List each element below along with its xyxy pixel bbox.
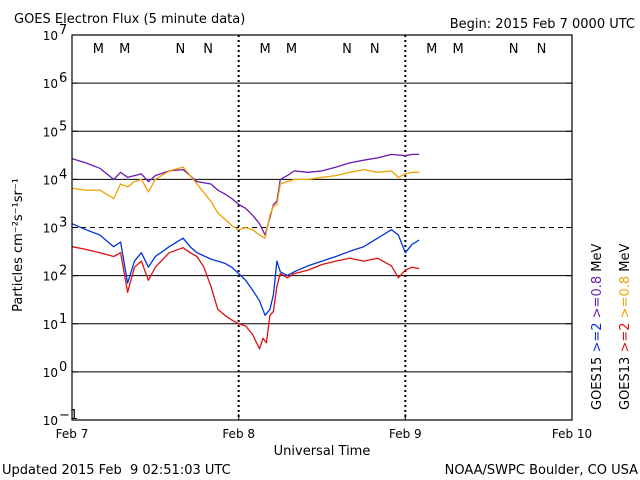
series-line--2-mev-goes15 [71,223,420,316]
y-tick-label: 10 [43,414,58,428]
marker-m-goes15: M [119,42,130,57]
marker-m-goes15: M [286,42,297,57]
marker-m-goes15: M [453,42,464,57]
series-lines [71,153,420,350]
series-line--0-8-mev-goes13 [71,166,420,239]
marker-m-goes13: M [259,42,270,57]
marker-n-goes13: N [342,42,352,57]
y-tick-exponent: 0 [59,360,67,375]
y-tick-label: 10 [43,366,58,380]
series-line--2-mev-goes13 [71,246,420,350]
marker-n-goes13: N [175,42,185,57]
y-tick-label: 10 [43,222,58,236]
legend-entry: GOES15 [590,357,605,410]
y-tick-exponent: 5 [59,119,67,134]
legend-entry: >=0.8 [590,276,605,323]
y-tick-exponent: 6 [59,71,67,86]
marker-m-goes13: M [426,42,437,57]
series-line--0-8-mev-goes15 [71,153,420,236]
legend-row: GOES15 >=2 >=0.8 MeV [590,244,605,410]
marker-m-goes13: M [93,42,104,57]
x-tick-labels: Feb 7 Feb 8 Feb 9 Feb 10 [56,414,592,441]
day-dividers [237,35,407,420]
y-tick-exponent: 4 [59,167,67,182]
legend-entry: MeV [618,244,633,276]
marker-n-goes13: N [509,42,519,57]
marker-n-goes15: N [370,42,380,57]
x-tick-label: Feb 9 [389,427,422,441]
y-tick-label: 10 [43,29,58,43]
legend-entry: >=2 [590,322,605,356]
y-tick-label: 10 [43,173,58,187]
y-tick-exponent: 1 [59,312,67,327]
y-tick-exponent: 3 [59,216,67,231]
x-tick-label: Feb 7 [56,427,89,441]
legend-entry: GOES13 [618,357,633,410]
marker-n-goes15: N [203,42,213,57]
y-tick-exponent: 2 [59,264,67,279]
y-tick-label: 10 [43,125,58,139]
y-tick-exponent: −1 [59,408,78,423]
marker-n-goes15: N [537,42,547,57]
chart-title: GOES Electron Flux (5 minute data) [14,12,245,27]
x-axis-label: Universal Time [274,444,371,459]
begin-label: Begin: 2015 Feb 7 0000 UTC [450,17,635,32]
legend-row: GOES13 >=2 >=0.8 MeV [618,244,633,410]
footer-credit: NOAA/SWPC Boulder, CO USA [445,463,638,478]
y-tick-exponent: 7 [59,23,67,38]
legend-entry: >=0.8 [618,276,633,323]
x-tick-label: Feb 10 [552,427,592,441]
y-tick-label: 10 [43,77,58,91]
y-tick-label: 10 [43,318,58,332]
gridlines [72,82,572,373]
footer-updated: Updated 2015 Feb 9 02:51:03 UTC [2,463,231,478]
y-tick-label: 10 [43,270,58,284]
y-axis-label: Particles cm⁻²s⁻¹sr⁻¹ [11,178,26,312]
legend-entry: >=2 [618,322,633,356]
x-tick-label: Feb 8 [222,427,255,441]
legend-entry: MeV [590,244,605,276]
